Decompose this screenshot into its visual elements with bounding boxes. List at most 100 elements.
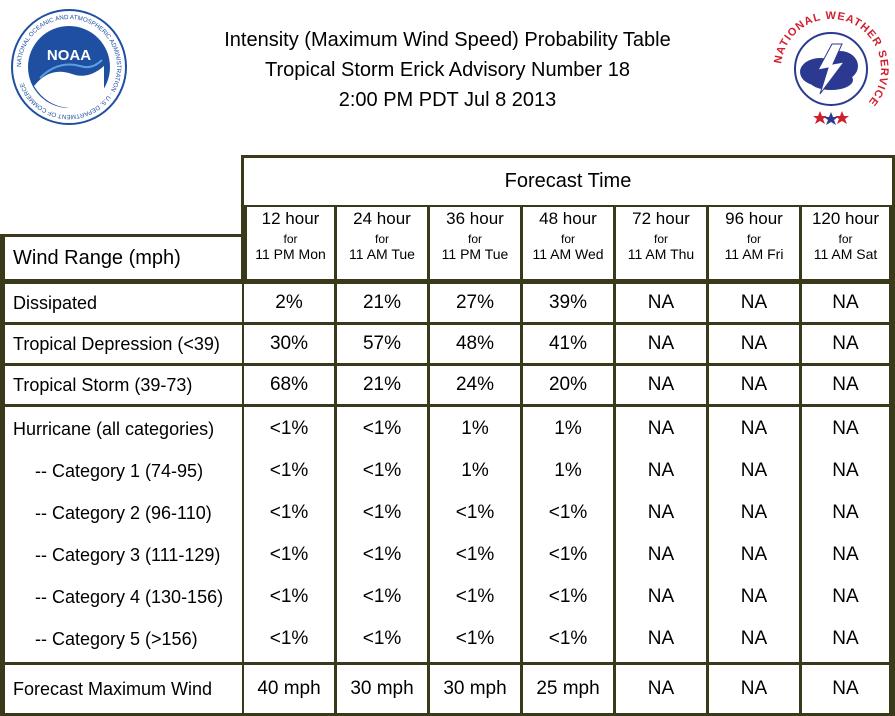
table-cell: 30 mph [443, 678, 507, 699]
table-cell: NA [832, 678, 859, 699]
table-cell: NA [832, 460, 859, 481]
column-header-120-hour: 120 hour for 11 AM Sat [802, 207, 889, 279]
row-group-cell-bg-4-0 [244, 665, 334, 713]
column-for: for [283, 232, 298, 246]
row-group-cell-bg-2-4 [616, 366, 706, 404]
table-cell: 41% [548, 333, 588, 354]
column-hours: 36 hour [446, 209, 504, 228]
noaa-logo: NOAA NATIONAL OCEANIC AND ATMOSPHERIC AD… [11, 9, 127, 125]
row-label: -- Category 3 (111-129) [35, 544, 221, 565]
table-cell: NA [740, 460, 768, 481]
row-group-cell-bg-3-5 [709, 407, 799, 662]
noaa-wordmark: NOAA [47, 47, 91, 64]
table-cell: NA [647, 628, 675, 649]
table-cell: NA [832, 374, 859, 395]
table-cell: <1% [362, 544, 402, 565]
table-cell: NA [740, 544, 768, 565]
row-group-cell-bg-2-0 [244, 366, 334, 404]
row-group-cell-bg-0-6 [802, 284, 889, 322]
row-group-label-bg-4 [5, 665, 242, 713]
table-cell: <1% [269, 544, 309, 565]
table-cell: 2% [275, 292, 303, 313]
row-group-cell-bg-1-2 [430, 325, 520, 363]
row-group-cell-bg-4-2 [430, 665, 520, 713]
column-hours: 24 hour [353, 209, 411, 228]
advisory-subtitle: Tropical Storm Erick Advisory Number 18 [265, 59, 630, 81]
table-cell: 1% [461, 460, 489, 481]
table-cell: <1% [362, 586, 402, 607]
table-cell: NA [832, 292, 859, 313]
row-group-cell-bg-3-0 [244, 407, 334, 662]
table-cell: <1% [269, 628, 309, 649]
table-cell: NA [832, 333, 859, 354]
column-time: 11 AM Tue [349, 246, 415, 262]
table-cell: NA [740, 333, 768, 354]
table-cell: 1% [554, 418, 582, 439]
table-cell: NA [832, 586, 859, 607]
row-group-cell-bg-3-1 [337, 407, 427, 662]
row-label: Tropical Depression (<39) [13, 333, 220, 354]
row-group-cell-bg-0-0 [244, 284, 334, 322]
row-group-cell-bg-2-1 [337, 366, 427, 404]
column-time: 11 AM Wed [532, 246, 604, 262]
table-cell: <1% [362, 502, 402, 523]
column-header-48-hour: 48 hour for 11 AM Wed [523, 207, 613, 279]
column-header-96-hour: 96 hour for 11 AM Fri [709, 207, 799, 279]
table-cell: <1% [269, 418, 309, 439]
row-group-cell-bg-4-1 [337, 665, 427, 713]
row-group-cell-bg-0-1 [337, 284, 427, 322]
table-cell: 27% [455, 292, 495, 313]
table-cell: NA [647, 678, 675, 699]
table-cell: <1% [269, 586, 309, 607]
table-cell: NA [740, 292, 768, 313]
row-group-label-bg-1 [5, 325, 242, 363]
row-group-label-bg-3 [5, 407, 242, 662]
row-group-cell-bg-2-3 [523, 366, 613, 404]
table-cell: 30 mph [350, 678, 414, 699]
table-cell: NA [647, 460, 675, 481]
row-label: Tropical Storm (39-73) [13, 374, 193, 395]
table-cell: 24% [455, 374, 495, 395]
table-cell: 20% [548, 374, 588, 395]
table-cell: NA [740, 418, 768, 439]
row-group-cell-bg-3-4 [616, 407, 706, 662]
table-cell: <1% [455, 502, 495, 523]
column-hours: 48 hour [539, 209, 597, 228]
row-group-cell-bg-4-3 [523, 665, 613, 713]
row-group-cell-bg-2-6 [802, 366, 889, 404]
table-cell: <1% [269, 460, 309, 481]
table-cell: NA [832, 418, 859, 439]
column-for: for [560, 232, 575, 246]
row-group-cell-bg-2-2 [430, 366, 520, 404]
table-cell: NA [740, 374, 768, 395]
row-label: -- Category 1 (74-95) [35, 460, 204, 481]
table-cell: 1% [554, 460, 582, 481]
advisory-datetime: 2:00 PM PDT Jul 8 2013 [338, 89, 557, 111]
page-title: Intensity (Maximum Wind Speed) Probabili… [224, 29, 671, 51]
column-hours: 12 hour [261, 209, 320, 228]
row-group-cell-bg-2-5 [709, 366, 799, 404]
column-time: 11 AM Fri [724, 246, 784, 262]
table-cell: 1% [461, 418, 489, 439]
column-time: 11 PM Mon [255, 246, 326, 262]
table-cell: NA [647, 292, 675, 313]
row-label: Forecast Maximum Wind [13, 678, 213, 699]
column-header-12-hour: 12 hour for 11 PM Mon [247, 207, 334, 279]
column-hours: 96 hour [725, 209, 783, 228]
table-cell: NA [832, 502, 859, 523]
row-group-cell-bg-1-3 [523, 325, 613, 363]
table-cell: NA [647, 502, 675, 523]
column-header-24-hour: 24 hour for 11 AM Tue [337, 207, 427, 279]
table-cell: NA [740, 678, 768, 699]
table-cell: 39% [548, 292, 588, 313]
row-header-label: Wind Range (mph) [5, 237, 241, 279]
column-time: 11 AM Thu [627, 246, 695, 262]
table-cell: NA [647, 586, 675, 607]
column-for: for [374, 232, 389, 246]
table-cell: NA [647, 544, 675, 565]
table-cell: 40 mph [257, 678, 321, 699]
row-group-cell-bg-0-2 [430, 284, 520, 322]
row-group-cell-bg-4-5 [709, 665, 799, 713]
table-cell: <1% [455, 544, 495, 565]
row-group-cell-bg-1-1 [337, 325, 427, 363]
